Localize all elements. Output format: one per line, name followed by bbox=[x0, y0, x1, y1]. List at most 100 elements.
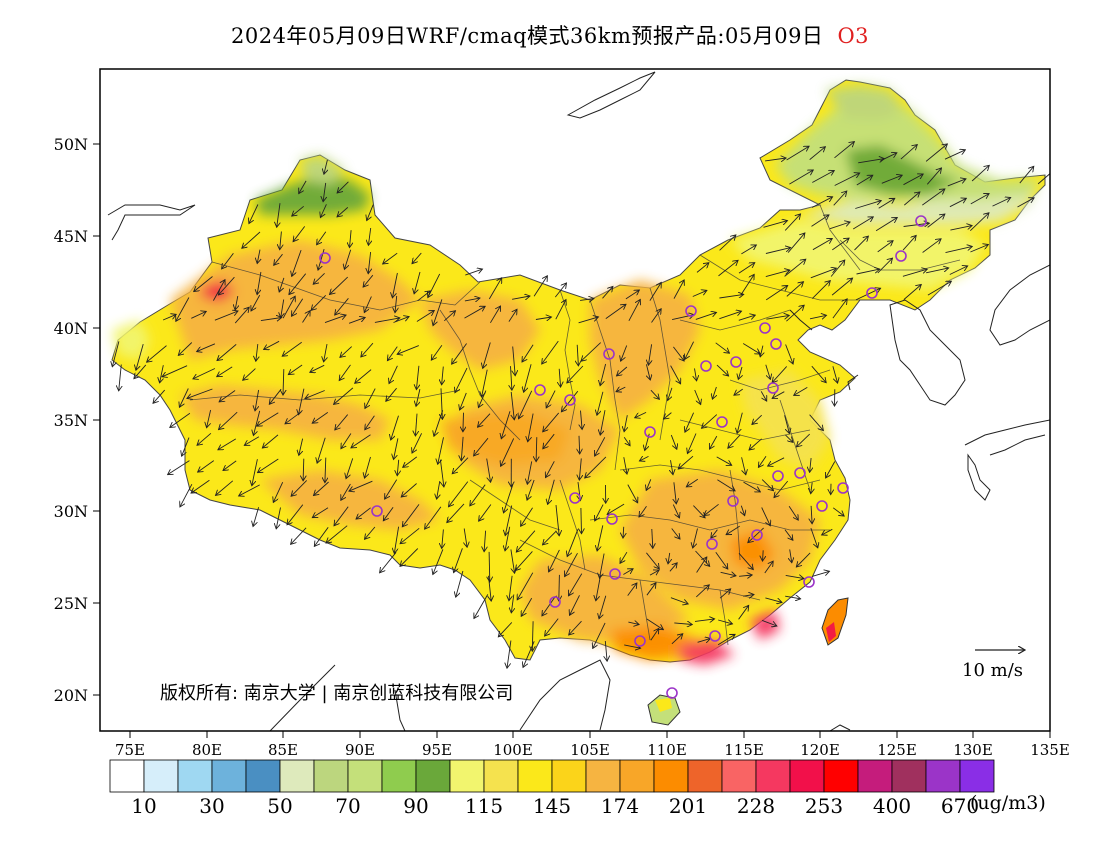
longitude-label: 85E bbox=[268, 741, 298, 759]
colorbar-swatch bbox=[755, 759, 791, 793]
wind-arrow bbox=[812, 239, 832, 251]
city-marker bbox=[603, 348, 615, 360]
city-marker bbox=[319, 252, 331, 264]
wind-arrow bbox=[252, 459, 258, 486]
wind-arrow bbox=[337, 207, 349, 217]
wind-arrow bbox=[830, 260, 845, 277]
wind-arrow bbox=[811, 365, 826, 383]
wind-arrow bbox=[607, 503, 625, 514]
wind-arrow bbox=[361, 342, 374, 357]
wind-arrow bbox=[326, 525, 348, 543]
longitude-label: 105E bbox=[570, 741, 610, 759]
colorbar-swatch bbox=[653, 759, 689, 793]
wind-arrow bbox=[474, 437, 489, 456]
wind-arrow bbox=[947, 179, 966, 187]
wind-arrow bbox=[400, 548, 419, 567]
wind-arrow bbox=[425, 506, 442, 529]
wind-arrow bbox=[593, 622, 606, 649]
wind-arrow bbox=[856, 269, 880, 275]
wind-arrow bbox=[412, 433, 423, 453]
wind-arrow bbox=[325, 457, 326, 483]
wind-arrow bbox=[346, 458, 354, 478]
wind-arrow bbox=[687, 433, 697, 454]
wind-arrow bbox=[349, 480, 373, 491]
wind-arrow bbox=[621, 345, 628, 362]
city-marker bbox=[716, 416, 728, 428]
wind-arrow bbox=[719, 311, 741, 320]
wind-arrow bbox=[256, 344, 258, 361]
wind-arrow bbox=[763, 550, 764, 561]
wind-arrow bbox=[811, 281, 830, 299]
wind-arrow bbox=[262, 434, 279, 448]
wind-arrow bbox=[264, 340, 280, 349]
wind-arrow bbox=[926, 168, 941, 185]
colorbar-tick-label: 115 bbox=[465, 794, 503, 818]
wind-arrow bbox=[527, 479, 535, 500]
wind-arrow bbox=[112, 341, 120, 366]
wind-arrow bbox=[786, 282, 804, 297]
wind-arrow bbox=[198, 460, 215, 473]
wind-arrow bbox=[288, 364, 303, 375]
wind-arrow bbox=[324, 159, 328, 174]
wind-arrow bbox=[738, 605, 749, 620]
latitude-label: 25N bbox=[54, 594, 88, 613]
longitude-label: 110E bbox=[647, 741, 687, 759]
wind-arrow bbox=[478, 413, 491, 428]
wind-arrow bbox=[191, 479, 210, 493]
wind-arrow bbox=[670, 597, 688, 604]
wind-arrow bbox=[548, 479, 555, 505]
wind-arrow bbox=[717, 634, 735, 646]
wind-arrow bbox=[639, 506, 647, 517]
wind-arrow bbox=[317, 437, 326, 464]
wind-arrow bbox=[433, 299, 443, 325]
colorbar-swatch bbox=[619, 759, 655, 793]
wind-arrow bbox=[299, 388, 305, 415]
copyright-notice: 版权所有: 南京大学 | 南京创蓝科技有限公司 bbox=[160, 683, 514, 704]
wind-arrow bbox=[624, 645, 640, 648]
wind-arrow bbox=[749, 438, 762, 450]
city-marker bbox=[794, 467, 806, 479]
wind-arrow bbox=[741, 505, 744, 516]
wind-arrow bbox=[728, 434, 741, 449]
wind-arrow bbox=[515, 551, 533, 570]
wind-arrow bbox=[926, 268, 949, 274]
wind-arrow bbox=[693, 505, 705, 518]
wind-arrow bbox=[223, 460, 237, 471]
longitude-label: 80E bbox=[192, 741, 222, 759]
wind-arrow bbox=[533, 276, 547, 297]
wind-arrow bbox=[628, 299, 640, 322]
wind-arrow bbox=[489, 551, 490, 582]
wind-arrow bbox=[809, 147, 826, 160]
wind-arrow bbox=[216, 480, 234, 496]
wind-arrow bbox=[368, 251, 370, 274]
wind-arrow bbox=[623, 437, 630, 446]
wind-arrow bbox=[768, 457, 785, 466]
wind-arrow bbox=[365, 415, 375, 430]
wind-arrow bbox=[765, 364, 771, 380]
wind-arrow bbox=[785, 575, 804, 578]
wind-arrow bbox=[511, 391, 514, 420]
wind-arrow bbox=[902, 269, 927, 277]
colorbar-tick-label: 201 bbox=[669, 794, 707, 818]
wind-arrow bbox=[310, 364, 325, 372]
city-marker bbox=[866, 287, 878, 299]
wind-arrow bbox=[970, 245, 988, 253]
wind-arrow bbox=[627, 583, 637, 596]
wind-arrow bbox=[597, 525, 604, 551]
wind-arrow bbox=[786, 146, 810, 161]
wind-arrow bbox=[743, 595, 754, 597]
colorbar-tick-label: 174 bbox=[601, 794, 639, 818]
wind-arrow bbox=[785, 434, 793, 443]
wind-arrow bbox=[222, 253, 234, 269]
wind-arrow bbox=[401, 483, 417, 498]
wind-arrow bbox=[697, 638, 711, 642]
wind-arrow bbox=[374, 318, 400, 323]
wind-arrow bbox=[649, 570, 659, 576]
wind-arrow bbox=[668, 387, 673, 401]
wind-arrow bbox=[519, 390, 533, 419]
wind-arrow bbox=[363, 274, 374, 287]
wind-arrow bbox=[512, 296, 530, 299]
wind-arrow bbox=[694, 619, 715, 622]
wind-arrow bbox=[646, 552, 659, 569]
wind-arrow bbox=[811, 505, 812, 524]
